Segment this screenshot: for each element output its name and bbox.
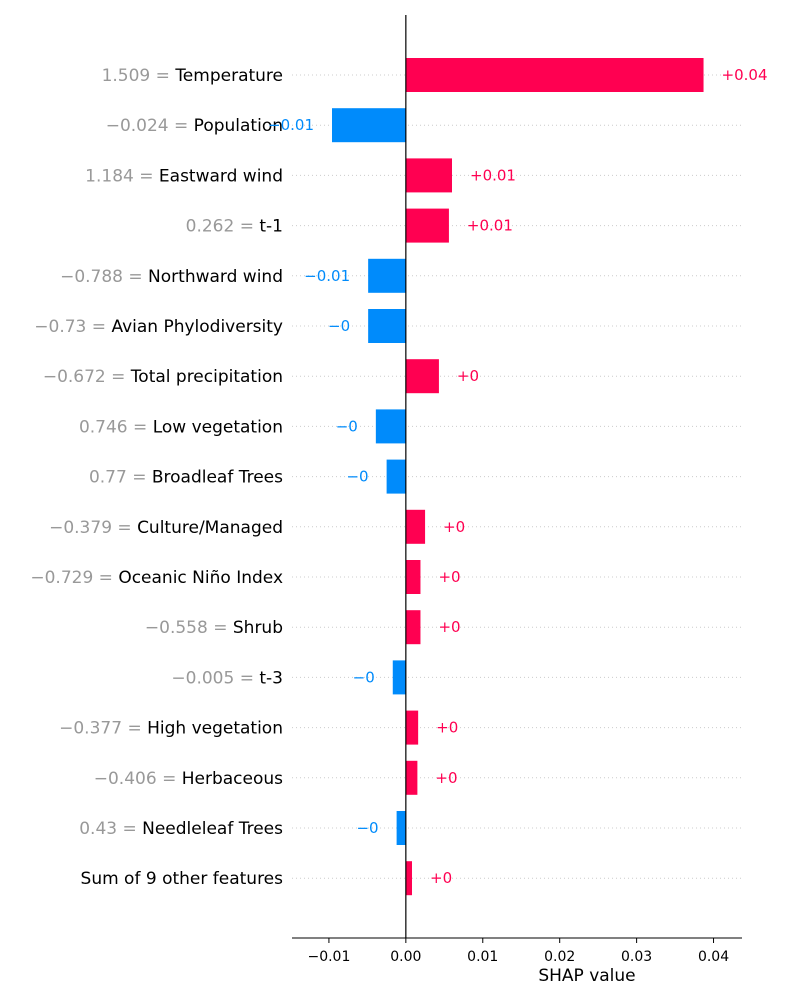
feature-name: t-1 — [259, 217, 283, 237]
feature-name: Low vegetation — [153, 417, 283, 437]
grid-lines — [292, 74, 742, 879]
feature-name: Population — [194, 116, 283, 136]
feature-label: −0.73 = Avian Phylodiversity — [34, 317, 283, 337]
feature-name: Oceanic Niño Index — [118, 568, 283, 588]
feature-label: −0.024 = Population — [106, 116, 283, 136]
feature-value: −0.406 = — [94, 769, 182, 789]
feature-label: 0.43 = Needleleaf Trees — [79, 819, 283, 839]
bar-value-label: +0 — [438, 568, 460, 586]
bar — [405, 359, 439, 394]
bar — [405, 861, 412, 896]
bar-value-label: +0 — [430, 869, 452, 887]
x-axis: −0.01 0.00 0.01 0.02 0.03 0.04 — [292, 937, 742, 965]
bar-value-label: +0.01 — [470, 166, 516, 184]
bar-value-label: +0 — [438, 618, 460, 636]
bar — [405, 560, 421, 594]
feature-label: 0.77 = Broadleaf Trees — [89, 468, 283, 488]
feature-label: 1.509 = Temperature — [102, 66, 283, 86]
x-axis-title: SHAP value — [538, 966, 635, 986]
bar — [405, 760, 418, 795]
bar — [368, 309, 406, 343]
feature-name: High vegetation — [147, 719, 283, 739]
feature-label: −0.672 = Total precipitation — [43, 367, 283, 387]
feature-name: Needleleaf Trees — [142, 819, 283, 839]
feature-label: 0.262 = t-1 — [186, 217, 283, 237]
feature-label: Sum of 9 other features — [81, 869, 284, 889]
x-tick-label: 0.00 — [390, 949, 421, 965]
bar — [368, 258, 406, 293]
bar — [405, 509, 426, 544]
feature-value: 1.509 = — [102, 66, 176, 86]
bar — [396, 811, 406, 845]
feature-value: −0.788 = — [60, 267, 148, 287]
feature-label: −0.005 = t-3 — [171, 668, 283, 688]
bar-value-label: +0 — [443, 518, 465, 536]
bar — [375, 409, 406, 444]
feature-value: −0.672 = — [43, 367, 131, 387]
feature-value: −0.024 = — [106, 116, 194, 136]
bar-value-label: +0 — [457, 367, 479, 385]
feature-value: −0.005 = — [171, 668, 259, 688]
x-tick-label: 0.03 — [621, 949, 652, 965]
bar-value-label: −0 — [353, 668, 375, 686]
feature-label: 0.746 = Low vegetation — [79, 417, 283, 437]
feature-value: 0.43 = — [79, 819, 142, 839]
feature-value: −0.377 = — [59, 719, 147, 739]
feature-name: Herbaceous — [182, 769, 283, 789]
bar-value-label: −0.01 — [304, 267, 350, 285]
feature-value: 1.184 = — [85, 166, 159, 186]
feature-labels: 1.509 = Temperature −0.024 = Population 1.… — [30, 66, 283, 889]
feature-name: Culture/Managed — [137, 518, 283, 538]
bar — [392, 660, 406, 695]
feature-value: 0.77 = — [89, 468, 152, 488]
bar — [405, 610, 421, 645]
feature-value: 0.262 = — [186, 217, 260, 237]
bar-value-label: −0 — [356, 819, 378, 837]
bar-value-label: +0.01 — [467, 217, 513, 235]
feature-name: Broadleaf Trees — [152, 468, 283, 488]
feature-name: Shrub — [233, 618, 283, 638]
feature-label: −0.379 = Culture/Managed — [49, 518, 283, 538]
feature-name: Temperature — [174, 66, 283, 86]
feature-name: Northward wind — [148, 267, 283, 287]
feature-name: Avian Phylodiversity — [111, 317, 283, 337]
feature-value: −0.379 = — [49, 518, 137, 538]
feature-value: −0.73 = — [34, 317, 111, 337]
bar-value-labels: +0.04 −0.01 +0.01 +0.01 −0.01 −0 +0 −0 −0 +0 +0 +0 −… — [268, 66, 767, 887]
bar — [405, 158, 452, 193]
bar-value-label: −0 — [328, 317, 350, 335]
x-tick-label: −0.01 — [307, 949, 350, 965]
feature-label: −0.558 = Shrub — [145, 618, 283, 638]
bar-value-label: +0 — [436, 719, 458, 737]
bar-value-label: +0 — [435, 769, 457, 787]
x-tick-label: 0.01 — [467, 949, 498, 965]
bar-value-label: −0.01 — [268, 116, 314, 134]
feature-name: t-3 — [259, 668, 283, 688]
feature-name: Sum of 9 other features — [81, 869, 284, 889]
bar — [405, 58, 704, 92]
feature-name: Eastward wind — [159, 166, 283, 186]
bar-value-label: −0 — [336, 417, 358, 435]
bar-value-label: −0 — [346, 468, 368, 486]
x-tick-label: 0.02 — [544, 949, 575, 965]
feature-value: −0.558 = — [145, 618, 233, 638]
feature-label: −0.377 = High vegetation — [59, 719, 283, 739]
feature-label: 1.184 = Eastward wind — [85, 166, 283, 186]
feature-value: −0.729 = — [30, 568, 118, 588]
feature-label: −0.729 = Oceanic Niño Index — [30, 568, 283, 588]
feature-label: −0.406 = Herbaceous — [94, 769, 283, 789]
feature-value: 0.746 = — [79, 417, 153, 437]
bar-value-label: +0.04 — [722, 66, 768, 84]
feature-label: −0.788 = Northward wind — [60, 267, 283, 287]
feature-name: Total precipitation — [130, 367, 283, 387]
bars — [332, 58, 704, 896]
x-tick-label: 0.04 — [698, 949, 729, 965]
bar — [386, 459, 406, 494]
bar — [405, 208, 449, 243]
bar — [332, 108, 406, 143]
bar — [405, 710, 419, 745]
